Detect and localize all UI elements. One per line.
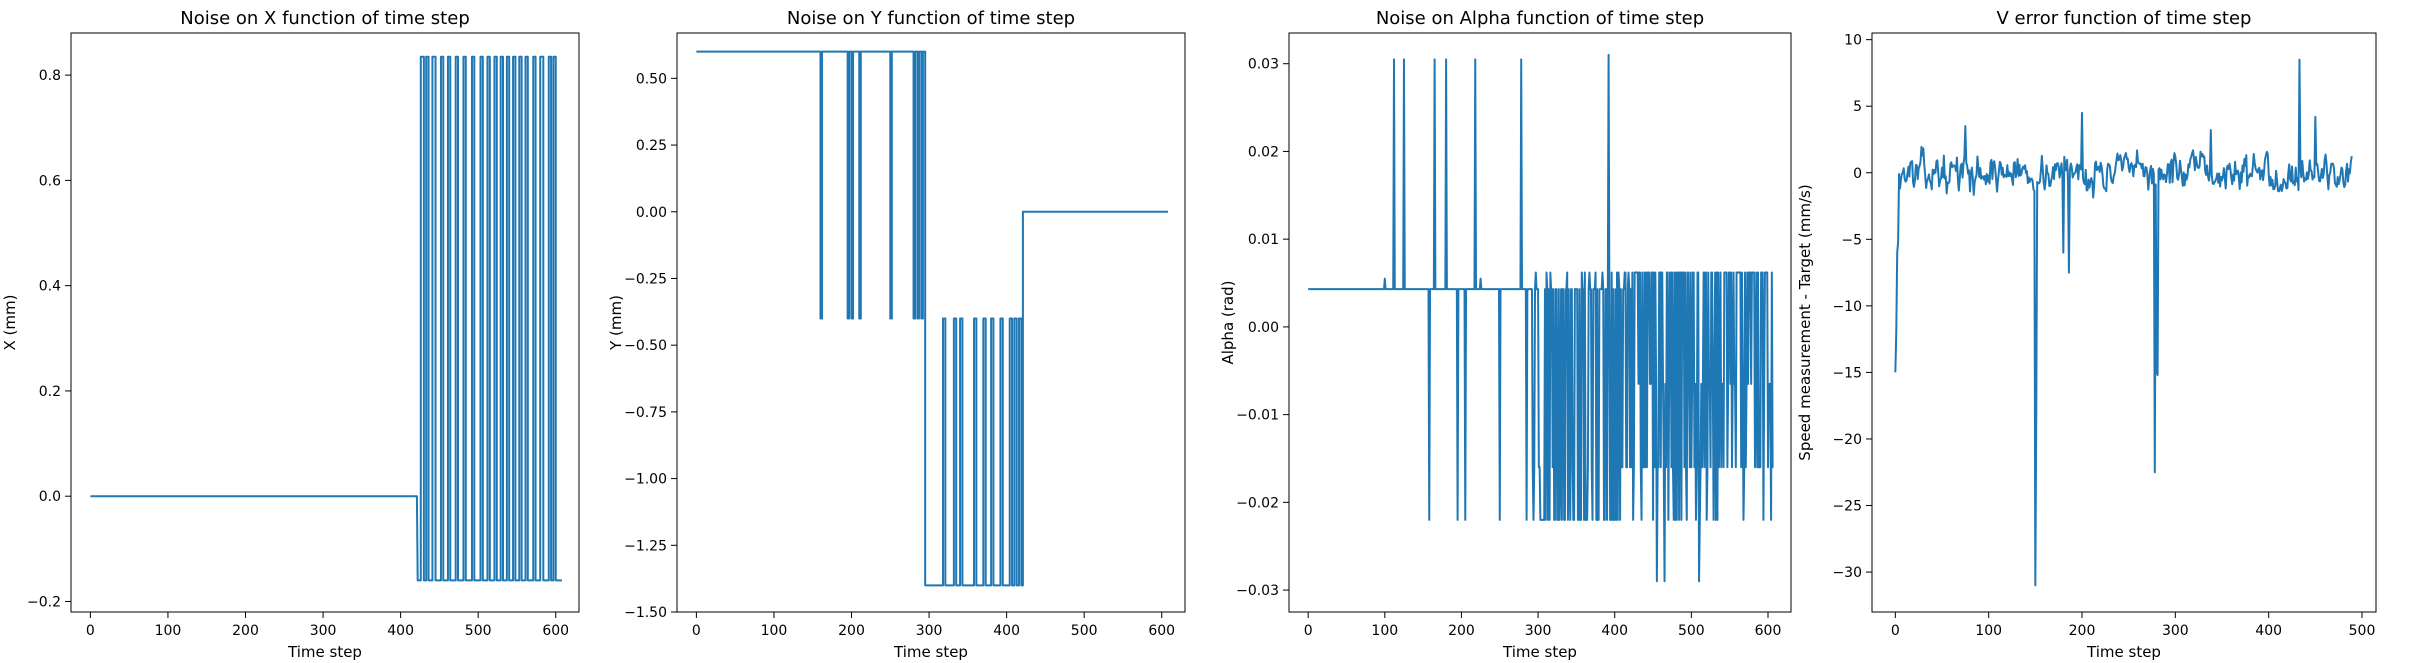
x-tick-label: 200 [2069,623,2096,639]
y-tick-label: 0.01 [1248,232,1279,248]
x-tick-label: 200 [232,623,259,639]
x-tick-label: 0 [1891,623,1900,639]
x-tick-label: 300 [2162,623,2189,639]
y-tick-label: −20 [1832,432,1862,448]
x-tick-label: 400 [2255,623,2282,639]
y-tick-label: 0.4 [39,279,61,295]
x-tick-label: 600 [1755,623,1782,639]
chart-title: Noise on Alpha function of time step [1376,8,1704,29]
y-tick-label: −1.50 [624,605,667,621]
y-axis-label: X (mm) [1,295,19,351]
y-tick-label: 0.25 [636,138,667,154]
y-tick-label: −15 [1832,365,1862,381]
chart-title: V error function of time step [1997,8,2252,29]
y-tick-label: −0.02 [1236,495,1279,511]
x-axis-label: Time step [2086,643,2161,661]
x-tick-label: 500 [1678,623,1705,639]
x-tick-label: 100 [761,623,788,639]
chart-title: Noise on Y function of time step [787,8,1075,29]
y-tick-label: −25 [1832,499,1862,515]
x-tick-label: 600 [1148,623,1175,639]
x-tick-label: 400 [1601,623,1628,639]
chart-panel-1: 0 100 200 300 400 500 600 −0.2 0.0 0.2 0.4 0.6 0.8 No… [1,8,580,661]
x-axis-label: Time step [1502,643,1577,661]
x-tick-label: 300 [916,623,943,639]
chart-panel-4: 0 100 200 300 400 500 −30 −25 −20 −15 −10 −5 0 5 10 V e… [1796,8,2377,661]
chart-title: Noise on X function of time step [180,8,470,29]
x-tick-label: 400 [387,623,414,639]
y-tick-label: 0.02 [1248,144,1279,160]
x-tick-label: 0 [86,623,95,639]
x-tick-label: 200 [1448,623,1475,639]
x-tick-label: 100 [1371,623,1398,639]
y-tick-label: 0.03 [1248,57,1279,73]
x-tick-label: 400 [993,623,1020,639]
y-axis-label: Y (mm) [607,295,625,351]
y-tick-label: −1.00 [624,472,667,488]
y-tick-label: 10 [1844,33,1862,49]
y-tick-label: −5 [1841,232,1862,248]
series-line [1307,53,1774,583]
y-tick-label: 0 [1853,166,1862,182]
x-tick-label: 600 [542,623,569,639]
x-tick-label: 100 [1975,623,2002,639]
x-tick-label: 200 [838,623,865,639]
y-tick-label: −10 [1832,299,1862,315]
y-axis-label: Alpha (rad) [1219,280,1237,364]
y-tick-label: 0.8 [39,68,61,84]
series-line [696,50,1168,587]
y-tick-label: −0.50 [624,338,667,354]
y-tick-label: −30 [1832,565,1862,581]
x-tick-label: 100 [155,623,182,639]
x-tick-label: 0 [1304,623,1313,639]
x-tick-label: 500 [1071,623,1098,639]
y-tick-label: 0.00 [1248,320,1279,336]
y-tick-label: 0.50 [636,71,667,87]
x-axis-label: Time step [287,643,362,661]
y-tick-label: −0.03 [1236,583,1279,599]
y-tick-label: 0.6 [39,173,61,189]
series-line [1894,58,2353,587]
y-tick-label: 0.2 [39,384,61,400]
x-axis-label: Time step [893,643,968,661]
chart-panel-2: 0 100 200 300 400 500 600 −1.50 −1.25 −1.00 −0.75 −… [607,8,1186,661]
y-tick-label: −0.75 [624,405,667,421]
x-tick-label: 300 [310,623,337,639]
y-tick-label: −0.01 [1236,408,1279,424]
chart-panel-3: 0 100 200 300 400 500 600 −0.03 −0.02 −0.01 0.00 0.… [1219,8,1792,661]
plot-frame [70,32,580,613]
x-tick-label: 300 [1525,623,1552,639]
x-tick-label: 0 [692,623,701,639]
x-tick-label: 500 [465,623,492,639]
y-tick-label: −1.25 [624,538,667,554]
plot-frame [1871,32,2377,613]
y-axis-label: Speed measurement - Target (mm/s) [1796,184,1814,460]
y-tick-label: 5 [1853,99,1862,115]
plot-frame [676,32,1186,613]
y-tick-label: −0.2 [27,594,61,610]
x-tick-label: 500 [2349,623,2376,639]
series-line [90,55,562,582]
y-tick-label: 0.0 [39,489,61,505]
y-tick-label: −0.25 [624,271,667,287]
y-tick-label: 0.00 [636,205,667,221]
plot-frame [1288,32,1792,613]
